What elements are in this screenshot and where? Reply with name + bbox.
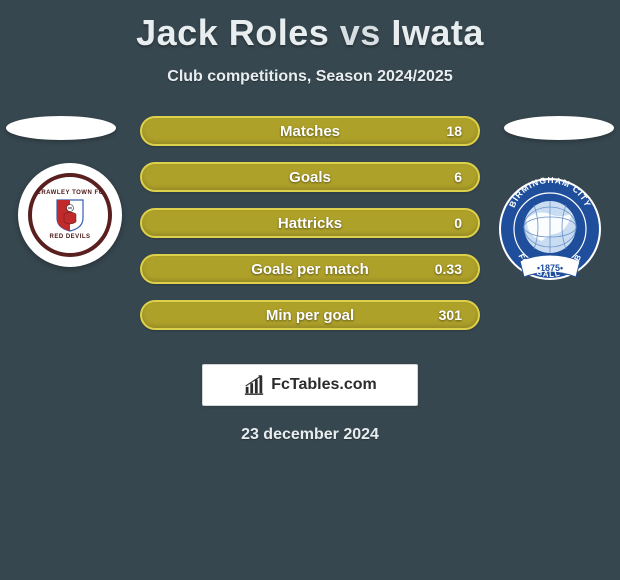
crawley-town-badge: CRAWLEY TOWN FC RED DEVILS <box>28 173 112 257</box>
stat-label: Hattricks <box>278 215 342 232</box>
player1-club-crest: CRAWLEY TOWN FC RED DEVILS <box>18 163 122 267</box>
stat-row-min-per-goal: Min per goal 301 <box>140 300 480 330</box>
stat-row-goals: Goals 6 <box>140 162 480 192</box>
vs-separator: vs <box>340 12 381 53</box>
stat-label: Matches <box>280 123 340 140</box>
snapshot-date: 23 december 2024 <box>0 426 620 444</box>
stat-label: Min per goal <box>266 307 354 324</box>
stat-label: Goals per match <box>251 261 369 278</box>
stat-row-hattricks: Hattricks 0 <box>140 208 480 238</box>
subtitle: Club competitions, Season 2024/2025 <box>0 68 620 86</box>
comparison-title: Jack Roles vs Iwata <box>0 0 620 54</box>
stats-stage: Matches 18 Goals 6 Hattricks 0 Goals per… <box>0 116 620 346</box>
brand-attribution[interactable]: FcTables.com <box>202 364 418 406</box>
stat-label: Goals <box>289 169 331 186</box>
stat-row-goals-per-match: Goals per match 0.33 <box>140 254 480 284</box>
player1-name: Jack Roles <box>136 12 329 53</box>
stat-value-right: 301 <box>439 307 462 323</box>
stat-value-right: 18 <box>446 123 462 139</box>
stat-value-right: 6 <box>454 169 462 185</box>
shield-icon <box>55 198 85 232</box>
player2-club-crest: •1875• BIRMINGHAM CITY FOOTBALL CLUB <box>498 169 602 301</box>
stat-row-matches: Matches 18 <box>140 116 480 146</box>
left-ellipse-platform <box>6 116 116 140</box>
crest-text-bottom: RED DEVILS <box>49 234 90 240</box>
player2-name: Iwata <box>391 12 484 53</box>
right-ellipse-platform <box>504 116 614 140</box>
brand-text: FcTables.com <box>271 376 377 394</box>
stat-value-right: 0 <box>454 215 462 231</box>
crest-text-top: CRAWLEY TOWN FC <box>37 190 104 196</box>
bar-chart-icon <box>243 374 265 396</box>
stat-bars: Matches 18 Goals 6 Hattricks 0 Goals per… <box>140 116 480 346</box>
stat-value-right: 0.33 <box>435 261 462 277</box>
birmingham-city-badge: •1875• BIRMINGHAM CITY FOOTBALL CLUB <box>498 169 602 301</box>
